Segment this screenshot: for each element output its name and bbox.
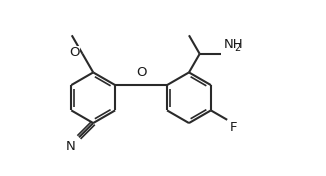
Text: F: F xyxy=(230,121,237,134)
Text: O: O xyxy=(69,46,80,59)
Text: 2: 2 xyxy=(234,43,240,53)
Text: NH: NH xyxy=(223,38,243,51)
Text: N: N xyxy=(66,140,76,153)
Text: O: O xyxy=(136,66,146,79)
